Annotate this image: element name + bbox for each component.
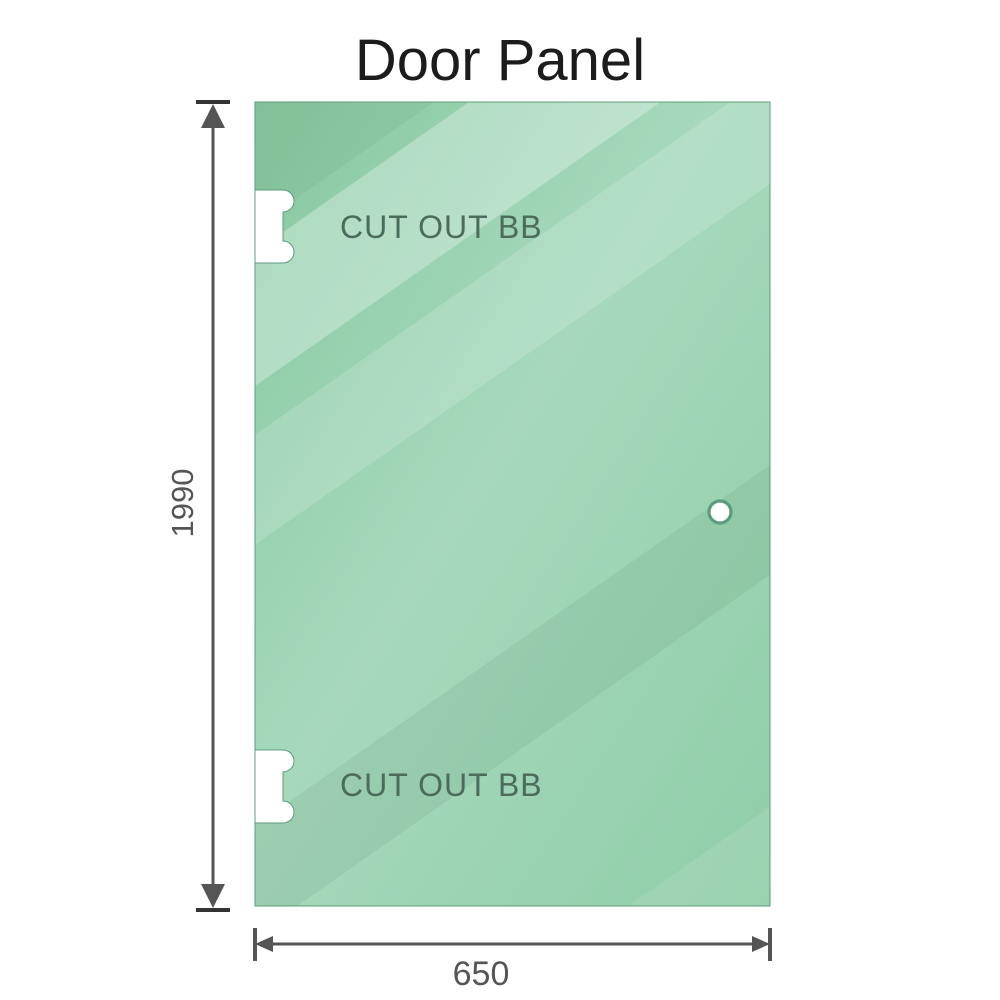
svg-text:CUT OUT BB: CUT OUT BB: [340, 767, 543, 803]
svg-text:CUT OUT BB: CUT OUT BB: [340, 209, 543, 245]
svg-text:1990: 1990: [165, 469, 200, 538]
svg-text:650: 650: [453, 955, 510, 993]
